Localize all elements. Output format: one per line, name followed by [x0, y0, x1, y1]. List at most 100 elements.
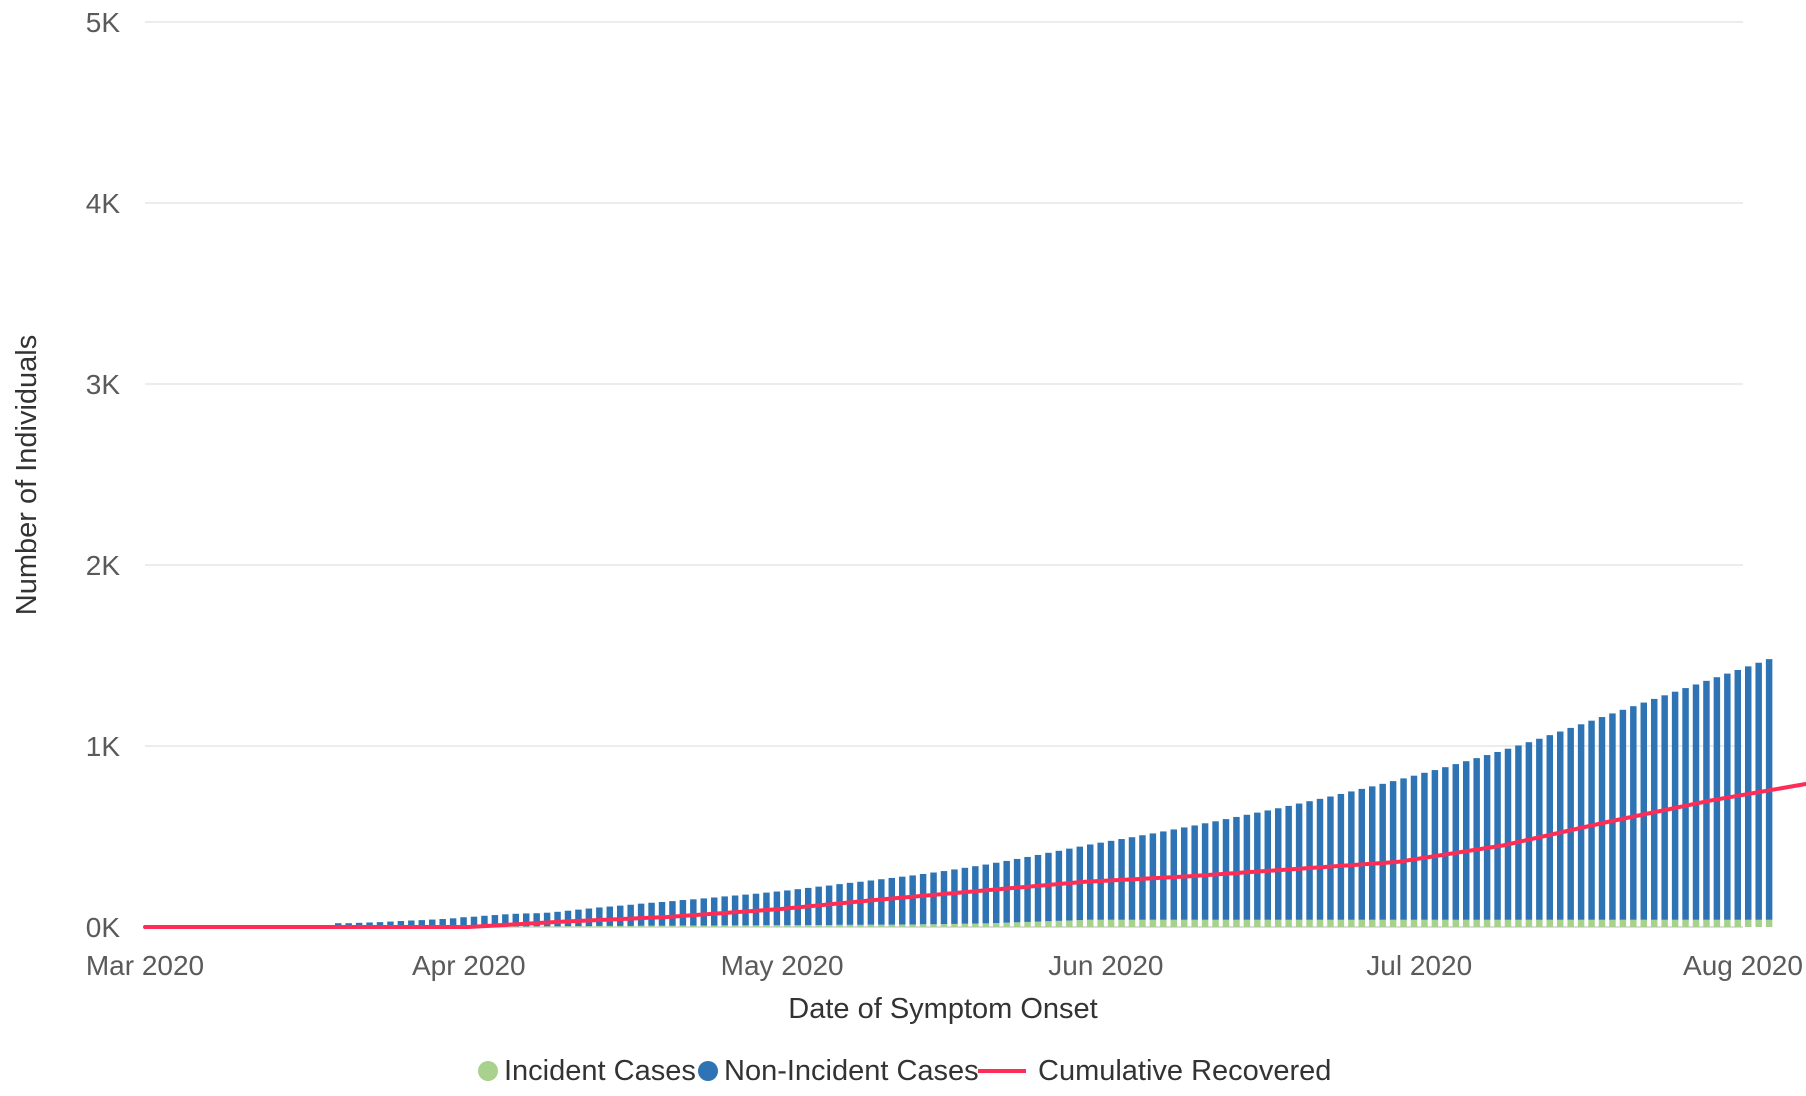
legend-label-incident-cases: Incident Cases: [504, 1055, 696, 1087]
bar-non-incident: [418, 920, 426, 927]
bar-non-incident: [679, 900, 687, 926]
bar-non-incident: [867, 880, 875, 925]
bar-non-incident: [543, 912, 551, 927]
bar-non-incident: [1034, 854, 1042, 922]
bar-non-incident: [428, 919, 436, 927]
bar-non-incident: [878, 879, 885, 925]
bar-incident: [846, 924, 854, 927]
bar-non-incident: [1379, 783, 1386, 920]
bar-non-incident: [522, 913, 530, 927]
x-tick-label: Mar 2020: [86, 950, 204, 981]
x-tick-label: Aug 2020: [1683, 950, 1803, 981]
bar-non-incident: [1504, 748, 1512, 920]
bar-non-incident: [439, 919, 446, 927]
bar-incident: [815, 925, 822, 927]
bar-non-incident: [992, 862, 1000, 924]
bar-non-incident: [1316, 798, 1324, 920]
bar-incident: [606, 925, 614, 927]
bar-incident: [961, 923, 969, 927]
y-tick-label: 1K: [86, 731, 121, 762]
bar-non-incident: [961, 867, 969, 924]
bar-non-incident: [1180, 827, 1188, 920]
line-layer: [143, 781, 1806, 929]
legend: Incident Cases Non-Incident Cases Cumulati…: [478, 1055, 1331, 1087]
bar-incident: [1013, 922, 1021, 927]
bar-incident: [898, 924, 906, 927]
bar-incident: [1630, 919, 1637, 927]
bar-incident: [554, 926, 561, 927]
bar-non-incident: [1462, 761, 1470, 920]
y-tick-label: 4K: [86, 188, 121, 219]
bar-non-incident: [1222, 819, 1230, 920]
bar-incident: [1682, 919, 1689, 927]
bar-non-incident: [1556, 731, 1564, 920]
bar-incident: [752, 925, 760, 927]
bar-incident: [1703, 919, 1710, 927]
bar-non-incident: [1400, 778, 1407, 920]
bar-incident: [784, 925, 791, 927]
bar-non-incident: [1494, 751, 1501, 920]
legend-marker-incident-cases: [478, 1061, 498, 1081]
bar-incident: [1348, 919, 1355, 927]
bar-non-incident: [1640, 702, 1648, 920]
bar-incident: [596, 925, 603, 927]
bar-incident: [1609, 919, 1616, 927]
bars-layer: [334, 659, 1773, 927]
bar-non-incident: [710, 897, 718, 926]
bar-non-incident: [397, 921, 405, 927]
bar-non-incident: [930, 872, 937, 925]
bar-non-incident: [1201, 823, 1209, 920]
bar-incident: [742, 925, 749, 927]
bar-non-incident: [1160, 831, 1167, 920]
bar-incident: [1055, 920, 1063, 927]
bar-non-incident: [982, 864, 990, 924]
bar-incident: [731, 925, 739, 927]
bar-incident: [878, 924, 885, 927]
bar-non-incident: [627, 904, 634, 926]
bar-non-incident: [1389, 781, 1397, 920]
bar-incident: [1525, 919, 1533, 927]
bar-non-incident: [1421, 772, 1428, 920]
bar-incident: [1452, 919, 1460, 927]
bar-non-incident: [1003, 860, 1010, 923]
bar-incident: [1588, 919, 1595, 927]
bar-non-incident: [449, 918, 457, 927]
bar-non-incident: [1243, 814, 1251, 920]
bar-incident: [1504, 919, 1512, 927]
bar-incident: [1149, 919, 1157, 927]
y-tick-labels: 0K 1K 2K 3K 4K 5K: [86, 7, 121, 943]
bar-incident: [543, 926, 551, 927]
bar-non-incident: [366, 922, 373, 927]
bar-incident: [1692, 919, 1700, 927]
bar-incident: [794, 925, 802, 927]
legend-label-cumulative-recovered: Cumulative Recovered: [1038, 1055, 1331, 1087]
bar-incident: [522, 926, 530, 927]
bar-incident: [585, 926, 593, 927]
bar-incident: [1191, 919, 1198, 927]
bar-incident: [1567, 919, 1574, 927]
bar-incident: [1243, 919, 1251, 927]
bar-incident: [1306, 919, 1313, 927]
x-tick-label: Apr 2020: [412, 950, 526, 981]
bar-incident: [1494, 919, 1501, 927]
bar-incident: [1536, 919, 1543, 927]
bar-non-incident: [1295, 803, 1303, 920]
bar-non-incident: [1567, 727, 1574, 920]
bar-incident: [1180, 919, 1188, 927]
bar-incident: [1724, 919, 1731, 927]
bar-incident: [1734, 919, 1742, 927]
bar-incident: [1556, 919, 1564, 927]
bar-non-incident: [1191, 825, 1198, 920]
bar-non-incident: [1337, 793, 1345, 920]
bar-non-incident: [648, 902, 655, 926]
bar-incident: [1086, 919, 1094, 927]
bar-incident: [763, 925, 770, 927]
bar-incident: [1619, 919, 1627, 927]
bar-incident: [1254, 919, 1261, 927]
bar-incident: [836, 924, 843, 927]
bar-incident: [1327, 919, 1334, 927]
bar-incident: [1107, 919, 1115, 927]
bar-incident: [1295, 919, 1303, 927]
grid-layer: [145, 21, 1743, 928]
